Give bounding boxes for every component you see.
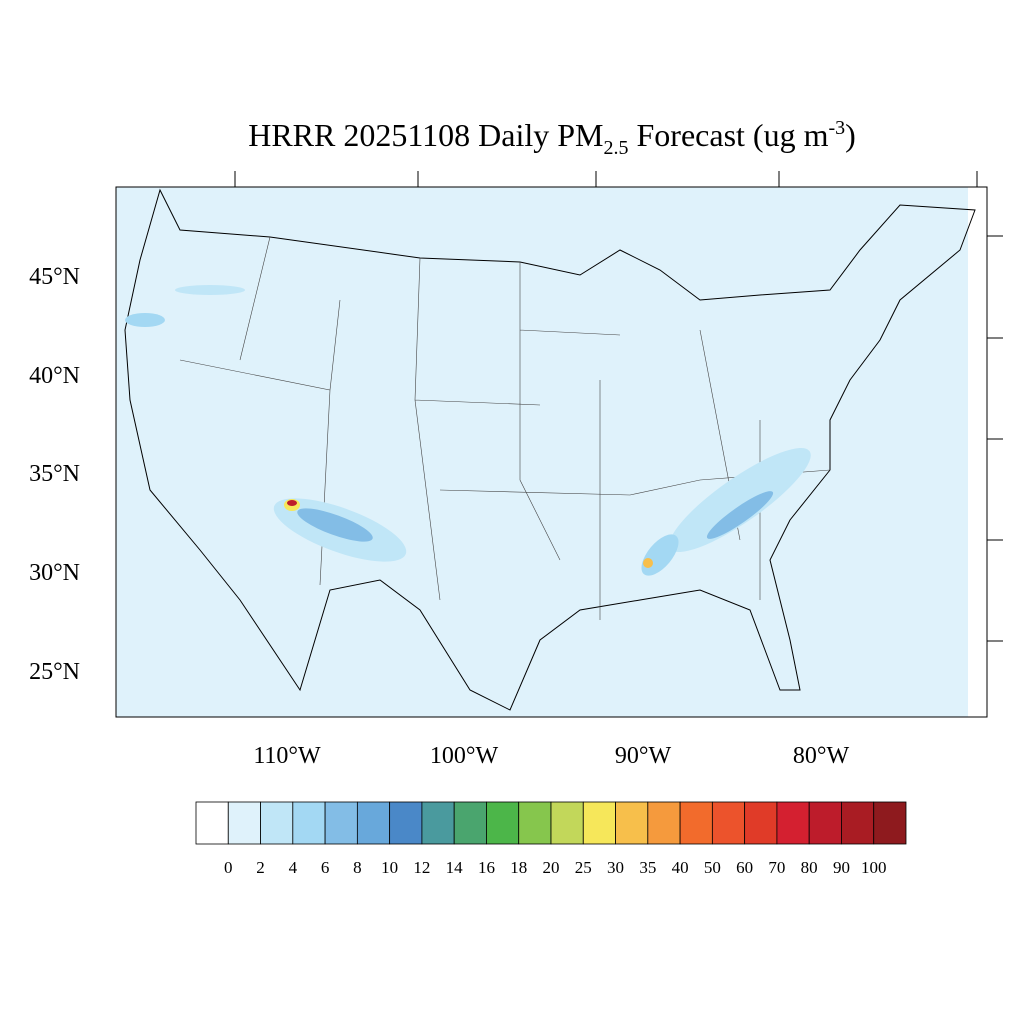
colorbar-box — [615, 801, 649, 845]
colorbar-box — [227, 801, 261, 845]
colorbar-label: 80 — [801, 858, 818, 877]
colorbar-box — [195, 801, 229, 845]
colorbar: 0 2 4 6 8 10 12 14 16 18 20 25 30 35 40 50 60 70 80 90 100 — [195, 801, 907, 877]
colorbar-label: 40 — [672, 858, 689, 877]
colorbar-box — [518, 801, 552, 845]
colorbar-box — [260, 801, 294, 845]
coastline — [124, 188, 976, 711]
colorbar-label: 100 — [861, 858, 887, 877]
colorbar-box — [486, 801, 520, 845]
lat-labels: 45°N 40°N 35°N 30°N 25°N — [29, 264, 80, 685]
title-end: ) — [845, 117, 856, 153]
colorbar-box — [873, 801, 907, 845]
colorbar-label: 0 — [224, 858, 233, 877]
state-borders — [179, 236, 831, 620]
colorbar-label: 25 — [575, 858, 592, 877]
colorbar-box — [421, 801, 455, 845]
colorbar-box — [808, 801, 842, 845]
colorbar-box — [582, 801, 616, 845]
colorbar-box — [744, 801, 778, 845]
lon-label: 100°W — [430, 743, 499, 769]
colorbar-label: 90 — [833, 858, 850, 877]
lon-labels: 110°W 100°W 90°W 80°W — [253, 743, 849, 769]
colorbar-label: 10 — [381, 858, 398, 877]
map: 45°N 40°N 35°N 30°N 25°N 110°W 100°W 90°W 80°W — [29, 171, 1003, 769]
title-main: HRRR 20251108 Daily PM — [248, 117, 603, 153]
lat-label: 25°N — [29, 659, 80, 685]
colorbar-label: 18 — [510, 858, 527, 877]
lat-label: 40°N — [29, 363, 80, 389]
title-middle: Forecast (ug m — [629, 117, 829, 153]
colorbar-label: 30 — [607, 858, 624, 877]
lon-label: 90°W — [615, 743, 672, 769]
plumes — [125, 285, 811, 576]
colorbar-label: 20 — [543, 858, 560, 877]
colorbar-label: 4 — [289, 858, 298, 877]
colorbar-box — [389, 801, 423, 845]
lon-label: 110°W — [253, 743, 321, 769]
colorbar-box — [324, 801, 358, 845]
colorbar-label: 6 — [321, 858, 330, 877]
colorbar-box — [679, 801, 713, 845]
title: HRRR 20251108 Daily PM2.5 Forecast (ug m… — [248, 117, 856, 159]
map-field — [116, 187, 968, 717]
colorbar-label: 60 — [736, 858, 753, 877]
colorbar-label: 8 — [353, 858, 362, 877]
colorbar-label: 16 — [478, 858, 495, 877]
lat-label: 30°N — [29, 560, 80, 586]
colorbar-label: 50 — [704, 858, 721, 877]
colorbar-box — [841, 801, 875, 845]
colorbar-label: 35 — [639, 858, 656, 877]
colorbar-box — [292, 801, 326, 845]
colorbar-box — [356, 801, 391, 845]
colorbar-box — [550, 801, 584, 845]
colorbar-box — [776, 801, 810, 845]
lon-label: 80°W — [793, 743, 850, 769]
title-subscript: 2.5 — [604, 137, 629, 159]
colorbar-box — [647, 801, 681, 845]
colorbar-box — [453, 801, 487, 845]
title-superscript: -3 — [828, 117, 845, 139]
colorbar-label: 12 — [413, 858, 430, 877]
colorbar-label: 70 — [768, 858, 785, 877]
colorbar-box — [711, 801, 746, 845]
lat-label: 35°N — [29, 461, 80, 487]
colorbar-label: 14 — [446, 858, 464, 877]
map-ticks — [234, 171, 1003, 642]
map-border — [115, 186, 988, 718]
colorbar-label: 2 — [256, 858, 265, 877]
lat-label: 45°N — [29, 264, 80, 290]
